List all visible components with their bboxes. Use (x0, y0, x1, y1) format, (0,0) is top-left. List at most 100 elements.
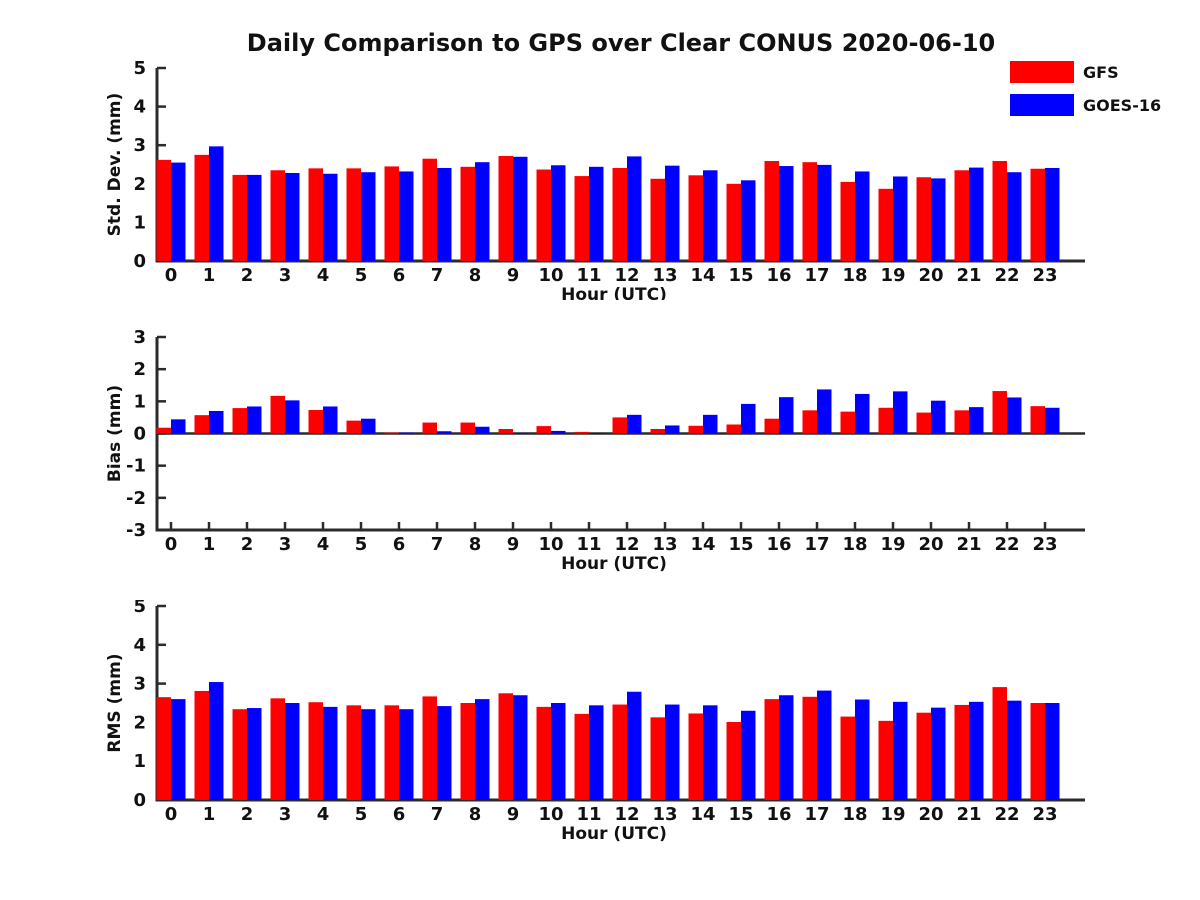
goes16-bar-hour-8 (475, 426, 490, 434)
legend-label-gfs: GFS (1083, 62, 1119, 82)
x-tick-label: 17 (804, 534, 829, 555)
x-tick-label: 8 (469, 534, 482, 555)
x-tick-label: 0 (165, 265, 178, 286)
goes16-bar-hour-14 (703, 414, 718, 434)
gfs-bar-hour-20 (916, 177, 931, 261)
x-tick-label: 9 (507, 534, 520, 555)
goes16-bar-hour-3 (285, 400, 300, 434)
gfs-bar-hour-5 (346, 168, 361, 261)
gfs-bar-hour-19 (878, 720, 893, 800)
goes16-bar-hour-3 (285, 703, 300, 800)
x-tick-label: 23 (1032, 534, 1057, 555)
goes16-bar-hour-2 (247, 406, 262, 434)
x-tick-label: 13 (652, 804, 677, 825)
gfs-bar-hour-21 (954, 410, 969, 434)
goes16-bar-hour-1 (209, 146, 224, 261)
gfs-bar-hour-17 (802, 162, 817, 261)
x-tick-label: 2 (241, 534, 254, 555)
gfs-bar-hour-8 (460, 166, 475, 261)
goes16-bar-hour-16 (779, 397, 794, 434)
x-tick-label: 22 (994, 534, 1019, 555)
x-tick-label: 12 (614, 534, 639, 555)
gfs-bar-hour-13 (650, 178, 665, 261)
x-tick-label: 14 (690, 804, 715, 825)
x-tick-label: 20 (918, 804, 943, 825)
goes16-bar-hour-0 (171, 419, 186, 434)
x-tick-label: 15 (728, 265, 753, 286)
gfs-bar-hour-9 (498, 428, 513, 434)
gfs-bar-hour-11 (574, 176, 589, 261)
x-tick-label: 7 (431, 265, 444, 286)
goes16-bar-hour-14 (703, 705, 718, 800)
gfs-bar-hour-22 (992, 391, 1007, 434)
goes16-bar-hour-11 (589, 705, 604, 800)
gfs-bar-hour-0 (156, 427, 171, 434)
x-tick-label: 1 (203, 804, 216, 825)
x-tick-label: 4 (317, 265, 330, 286)
goes16-bar-hour-7 (437, 706, 452, 800)
x-tick-label: 3 (279, 265, 292, 286)
goes16-bar-hour-12 (627, 691, 642, 800)
goes16-bar-hour-2 (247, 708, 262, 800)
goes16-bar-hour-10 (551, 430, 566, 434)
x-tick-label: 10 (538, 804, 563, 825)
gfs-bar-hour-6 (384, 166, 399, 261)
y-tick-label: -3 (126, 520, 146, 541)
gfs-bar-hour-21 (954, 170, 969, 261)
gfs-bar-hour-21 (954, 704, 969, 800)
gfs-bar-hour-6 (384, 432, 399, 434)
x-tick-label: 11 (576, 534, 601, 555)
x-tick-label: 4 (317, 804, 330, 825)
goes16-bar-hour-0 (171, 162, 186, 261)
goes16-bar-hour-19 (893, 701, 908, 800)
goes16-bar-hour-13 (665, 425, 680, 434)
gfs-bar-hour-4 (308, 168, 323, 261)
x-tick-label: 0 (165, 804, 178, 825)
y-tick-label: 0 (133, 790, 146, 811)
gfs-bar-hour-0 (156, 697, 171, 800)
y-tick-label: -1 (126, 456, 146, 477)
y-tick-label: -2 (126, 488, 146, 509)
x-tick-label: 20 (918, 265, 943, 286)
gfs-bar-hour-7 (422, 422, 437, 434)
x-tick-label: 13 (652, 534, 677, 555)
goes16-bar-hour-9 (513, 432, 528, 434)
goes16-bar-hour-19 (893, 176, 908, 261)
stddev-subplot: 0 1 2 3 4 5 0 1 2 3 4 5 6 7 8 9 10 11 12 13 14 15 16 17 18 19 20 21… (0, 0, 1200, 300)
x-tick-label: 16 (766, 265, 791, 286)
goes16-bar-hour-17 (817, 389, 832, 434)
gfs-bar-hour-0 (156, 159, 171, 261)
goes16-bar-hour-14 (703, 170, 718, 261)
gfs-bar-hour-4 (308, 702, 323, 800)
gfs-bar-hour-18 (840, 181, 855, 261)
goes16-bar-hour-22 (1007, 700, 1022, 800)
y-tick-label: 4 (133, 97, 146, 118)
goes16-bar-hour-23 (1045, 407, 1060, 434)
gfs-bar-hour-15 (726, 722, 741, 800)
gfs-bar-hour-1 (194, 415, 209, 434)
goes16-bar-hour-7 (437, 431, 452, 434)
x-tick-label: 22 (994, 265, 1019, 286)
x-tick-label: 21 (956, 534, 981, 555)
x-tick-label: 1 (203, 265, 216, 286)
gfs-bar-hour-16 (764, 418, 779, 434)
x-tick-label: 11 (576, 804, 601, 825)
y-tick-label: 1 (133, 212, 146, 233)
gfs-bar-hour-16 (764, 161, 779, 261)
goes16-bar-hour-7 (437, 167, 452, 261)
goes16-bar-hour-0 (171, 699, 186, 800)
goes16-bar-hour-9 (513, 695, 528, 800)
gfs-bar-hour-18 (840, 411, 855, 434)
goes16-bar-hour-18 (855, 699, 870, 800)
y-tick-label: 5 (133, 600, 146, 617)
x-tick-label: 12 (614, 265, 639, 286)
x-tick-label: 19 (880, 265, 905, 286)
x-tick-label: 19 (880, 534, 905, 555)
goes16-bar-hour-5 (361, 172, 376, 261)
gfs-bar-hour-22 (992, 161, 1007, 261)
y-tick-label: 2 (133, 174, 146, 195)
gfs-bar-hour-14 (688, 175, 703, 261)
x-tick-label: 7 (431, 534, 444, 555)
goes16-bar-hour-16 (779, 695, 794, 800)
